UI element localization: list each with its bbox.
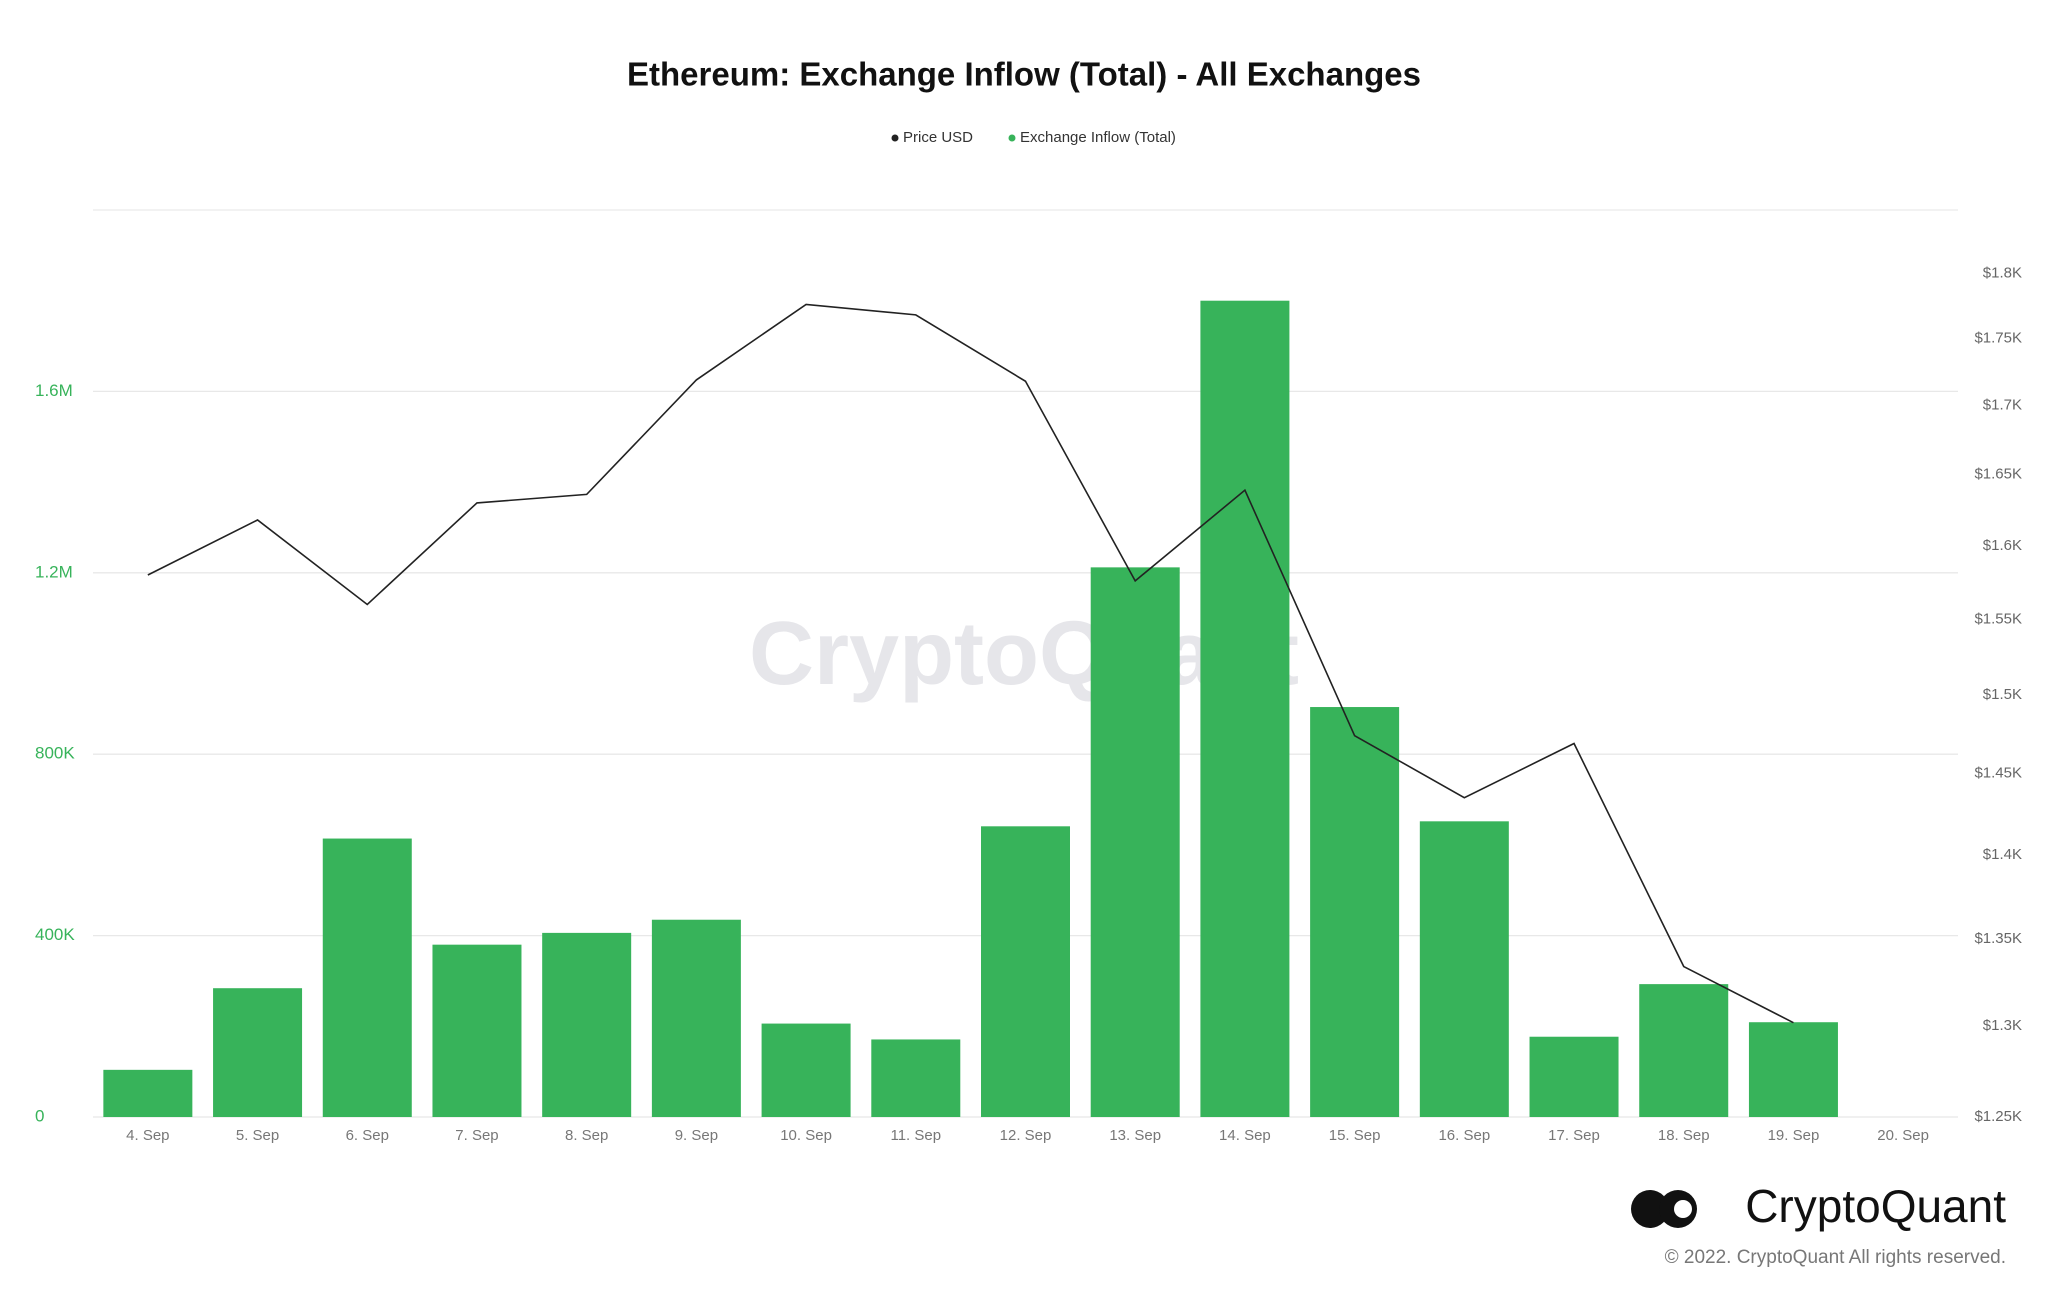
- y2-tick-label: $1.8K: [1983, 264, 2022, 281]
- x-tick-label: 17. Sep: [1548, 1127, 1600, 1144]
- bar: [1639, 984, 1729, 1117]
- x-tick-label: 14. Sep: [1219, 1127, 1271, 1144]
- y-tick-label: 800K: [35, 744, 75, 763]
- legend-marker: [1008, 134, 1016, 142]
- y2-tick-label: $1.45K: [1974, 765, 2022, 782]
- bar: [981, 826, 1070, 1117]
- bar: [1090, 567, 1180, 1117]
- y-tick-label: 0: [35, 1106, 44, 1125]
- bar: [1529, 1036, 1619, 1117]
- x-tick-label: 7. Sep: [455, 1127, 498, 1144]
- x-tick-label: 10. Sep: [780, 1127, 832, 1144]
- y2-tick-label: $1.35K: [1974, 930, 2022, 947]
- x-tick-label: 12. Sep: [1000, 1127, 1052, 1144]
- y2-tick-label: $1.25K: [1974, 1108, 2022, 1125]
- y2-tick-label: $1.65K: [1974, 466, 2022, 483]
- x-tick-label: 20. Sep: [1877, 1127, 1929, 1144]
- price-line: [147, 303, 1794, 1024]
- x-tick-label: 9. Sep: [675, 1127, 718, 1144]
- y2-tick-label: $1.55K: [1974, 610, 2022, 627]
- x-tick-label: 5. Sep: [236, 1127, 279, 1144]
- copyright: © 2022. CryptoQuant All rights reserved.: [1665, 1247, 2006, 1268]
- bar: [103, 1069, 193, 1117]
- brand: CryptoQuant: [1745, 1180, 2006, 1232]
- y2-tick-label: $1.75K: [1974, 330, 2022, 347]
- legend-label: Price USD: [903, 129, 973, 146]
- bar: [1310, 707, 1400, 1117]
- chart-title: Ethereum: Exchange Inflow (Total) - All …: [627, 56, 1421, 93]
- y-tick-label: 400K: [35, 925, 75, 944]
- bar: [432, 944, 522, 1117]
- bar: [213, 988, 303, 1117]
- logo: [1631, 1190, 1697, 1228]
- bar: [761, 1023, 851, 1117]
- y2-tick-label: $1.5K: [1983, 686, 2022, 703]
- bar: [322, 838, 412, 1117]
- bar: [871, 1039, 961, 1117]
- y2-tick-label: $1.3K: [1983, 1017, 2022, 1034]
- x-tick-label: 4. Sep: [126, 1127, 169, 1144]
- x-tick-label: 15. Sep: [1329, 1127, 1381, 1144]
- y-tick-label: 1.6M: [35, 381, 73, 400]
- legend-label: Exchange Inflow (Total): [1020, 129, 1176, 146]
- y-tick-label: 1.2M: [35, 562, 73, 581]
- x-tick-label: 13. Sep: [1109, 1127, 1161, 1144]
- x-tick-label: 19. Sep: [1768, 1127, 1820, 1144]
- legend-marker: [891, 134, 899, 142]
- bar: [1419, 821, 1509, 1117]
- x-tick-label: 18. Sep: [1658, 1127, 1710, 1144]
- logo-icon: [1674, 1200, 1692, 1218]
- bar: [1748, 1022, 1838, 1117]
- y2-tick-label: $1.4K: [1983, 846, 2022, 863]
- x-tick-label: 6. Sep: [346, 1127, 389, 1144]
- x-tick-label: 11. Sep: [890, 1127, 941, 1144]
- bar: [542, 932, 632, 1117]
- y2-tick-label: $1.6K: [1983, 537, 2022, 554]
- y2-tick-label: $1.7K: [1983, 397, 2022, 414]
- bar: [651, 919, 741, 1117]
- x-tick-label: 8. Sep: [565, 1127, 608, 1144]
- x-tick-label: 16. Sep: [1438, 1127, 1490, 1144]
- bar: [1200, 300, 1290, 1117]
- logo-icon: [1631, 1190, 1669, 1228]
